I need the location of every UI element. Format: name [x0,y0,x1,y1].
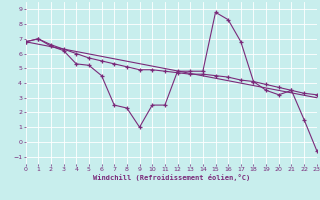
X-axis label: Windchill (Refroidissement éolien,°C): Windchill (Refroidissement éolien,°C) [92,174,250,181]
